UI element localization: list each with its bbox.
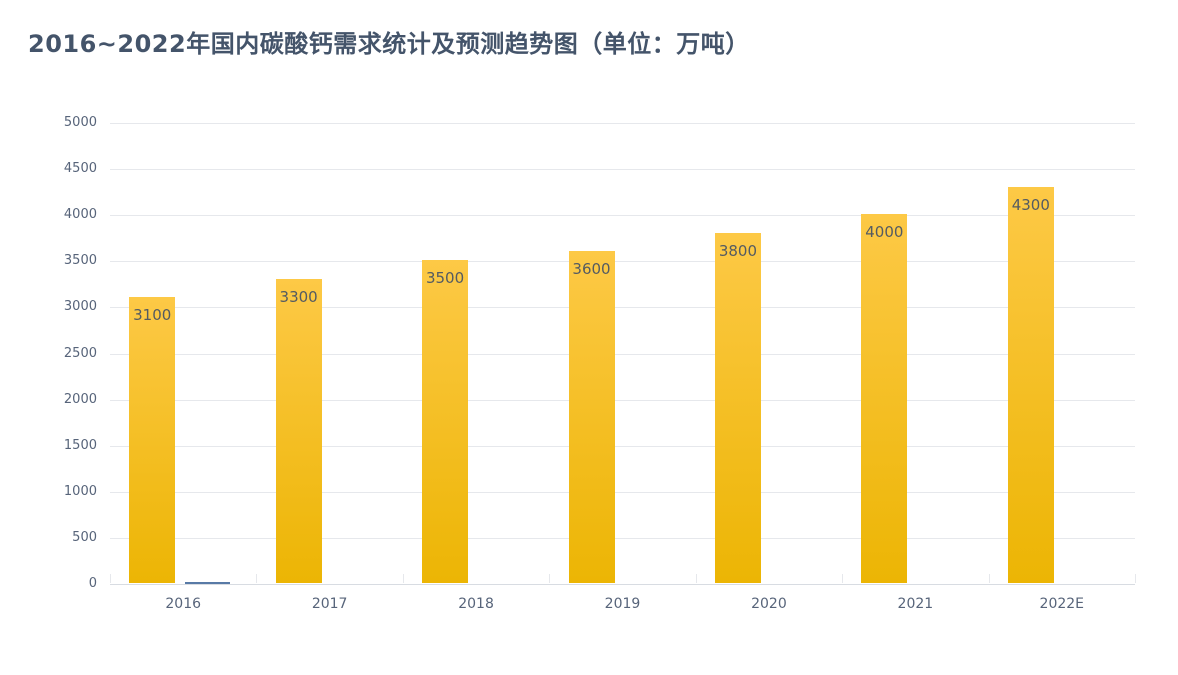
gridline [110,307,1135,309]
bar-2022E: 4300 [1007,186,1054,583]
y-axis-tick-label: 2500 [63,345,97,361]
bar-2017: 3300 [275,278,322,583]
x-axis-tick [696,574,697,583]
x-axis-tick [403,574,404,583]
x-axis-label-2016: 2016 [165,596,202,612]
gridline [110,215,1135,217]
x-axis-tick [549,574,550,583]
x-axis-line [110,584,1135,585]
gridline [110,399,1135,401]
blue-baseline-segment [185,582,231,584]
y-axis-tick-label: 4500 [63,161,97,177]
gridline [110,123,1135,124]
x-axis-tick [989,574,990,583]
x-axis-label-2018: 2018 [458,596,494,612]
y-axis-labels: 0 500 1000 1500 2000 2500 3000 3500 4000 4500 5000 [0,115,97,591]
x-axis-tick [256,574,257,583]
x-axis-label-2022E: 2022E [1039,596,1085,612]
bar-value-label: 3800 [718,241,758,260]
gridline [110,353,1135,355]
bar-2021: 4000 [861,214,908,583]
y-axis-tick-label: 2000 [63,391,97,407]
x-axis-label-2019: 2019 [604,596,641,612]
y-axis-tick-label: 1000 [63,483,97,499]
bar-value-label: 4000 [865,223,904,242]
gridline [110,491,1135,493]
y-axis-tick-label: 3500 [63,253,97,269]
x-axis-label-2020: 2020 [751,596,787,612]
y-axis-tick-label: 3000 [63,299,97,315]
y-axis-tick-label: 4000 [63,207,97,223]
y-axis-tick-label: 0 [88,576,97,591]
y-axis-tick-label: 500 [72,529,97,545]
y-axis-tick-label: 5000 [63,115,97,130]
bar-value-label: 3600 [572,260,611,279]
gridline [110,537,1135,539]
bar-value-label: 4300 [1011,195,1050,214]
x-axis-tick [110,574,111,583]
bar-value-label: 3500 [425,269,465,288]
bar-value-label: 3100 [133,306,172,325]
bar-value-label: 3300 [279,287,318,306]
chart-title: 2016~2022年国内碳酸钙需求统计及预测趋势图（单位：万吨） [28,30,750,58]
x-axis-tick [1135,574,1136,583]
bar-2019: 3600 [568,251,615,583]
x-axis-tick [842,574,843,583]
x-axis-labels: 2016 2017 2018 2019 2020 2021 2022E [110,584,1135,614]
x-axis-label-2017: 2017 [311,596,348,612]
plot-area: 3100 3300 3500 3600 3800 4000 4300 [110,123,1136,585]
bar-2020: 3800 [714,232,761,583]
gridline [110,261,1135,263]
gridline [110,169,1135,171]
x-axis-label-2021: 2021 [897,596,934,612]
gridline [110,445,1135,447]
y-axis-tick-label: 1500 [63,437,97,453]
bar-2018: 3500 [422,260,469,583]
bar-2016: 3100 [129,297,176,583]
